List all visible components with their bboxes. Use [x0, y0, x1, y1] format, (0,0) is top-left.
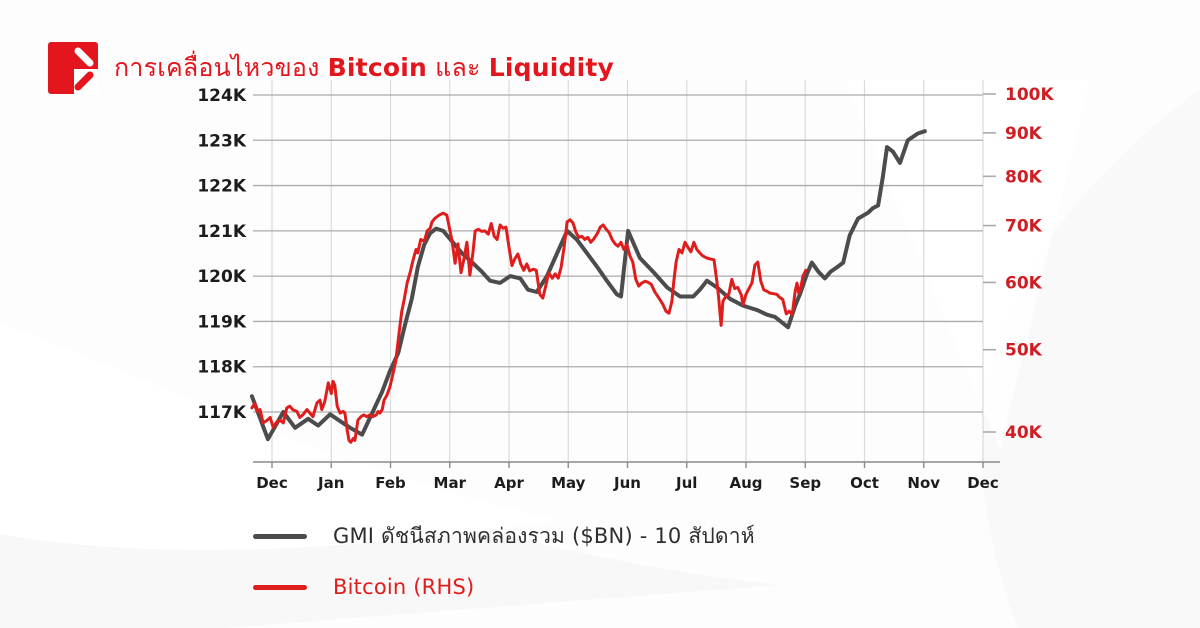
month-label: Jan [317, 474, 344, 492]
gmi-liquidity-line [249, 129, 927, 442]
title-connector: และ [435, 52, 481, 82]
left-axis-label: 121K [197, 222, 246, 242]
legend-item-gmi: GMI ดัชนีสภาพคล่องรวม ($BN) - 10 สัปดาห์ [253, 520, 755, 553]
month-label: Sep [789, 474, 821, 492]
left-axis-label: 119K [197, 312, 246, 332]
header: การเคลื่อนไหวของ Bitcoin และ Liquidity [48, 36, 614, 100]
left-axis-label: 117K [197, 403, 246, 423]
legend-label-gmi: GMI ดัชนีสภาพคล่องรวม ($BN) - 10 สัปดาห์ [333, 524, 755, 548]
month-label: Jun [613, 474, 641, 492]
gmi-line-swatch [253, 534, 307, 539]
right-axis-label: 60K [1005, 273, 1043, 293]
page-title: การเคลื่อนไหวของ Bitcoin และ Liquidity [114, 53, 614, 83]
left-axis-label: 123K [197, 131, 246, 151]
right-axis-label: 80K [1005, 167, 1043, 187]
right-axis-label: 50K [1005, 341, 1043, 361]
right-axis-label: 90K [1005, 124, 1043, 144]
title-bitcoin: Bitcoin [327, 52, 427, 82]
legend-label-bitcoin: Bitcoin (RHS) [333, 575, 475, 599]
month-label: Nov [907, 474, 940, 492]
month-label: Dec [256, 474, 288, 492]
brand-logo-icon [48, 41, 98, 94]
left-axis-label: 118K [197, 358, 246, 378]
month-label: May [551, 474, 586, 492]
bitcoin-line-swatch [253, 584, 307, 590]
bitcoin-line [250, 211, 808, 444]
right-axis-label: 40K [1005, 423, 1043, 443]
legend-item-bitcoin: Bitcoin (RHS) [253, 575, 755, 599]
left-axis-label: 120K [197, 267, 246, 287]
title-liquidity: Liquidity [488, 52, 615, 82]
month-label: Aug [729, 474, 762, 492]
left-axis-label: 122K [197, 177, 246, 197]
month-label: Apr [494, 474, 524, 492]
right-axis-label: 70K [1005, 217, 1043, 237]
month-label: Dec [967, 474, 999, 492]
month-label: Feb [375, 474, 406, 492]
month-label: Jul [675, 474, 697, 492]
month-label: Oct [850, 474, 879, 492]
title-prefix: การเคลื่อนไหวของ [114, 52, 320, 82]
chart-legend: GMI ดัชนีสภาพคล่องรวม ($BN) - 10 สัปดาห์… [253, 520, 755, 599]
month-label: Mar [434, 474, 467, 492]
left-axis-label: 124K [197, 86, 246, 106]
right-axis-label: 100K [1005, 85, 1054, 105]
